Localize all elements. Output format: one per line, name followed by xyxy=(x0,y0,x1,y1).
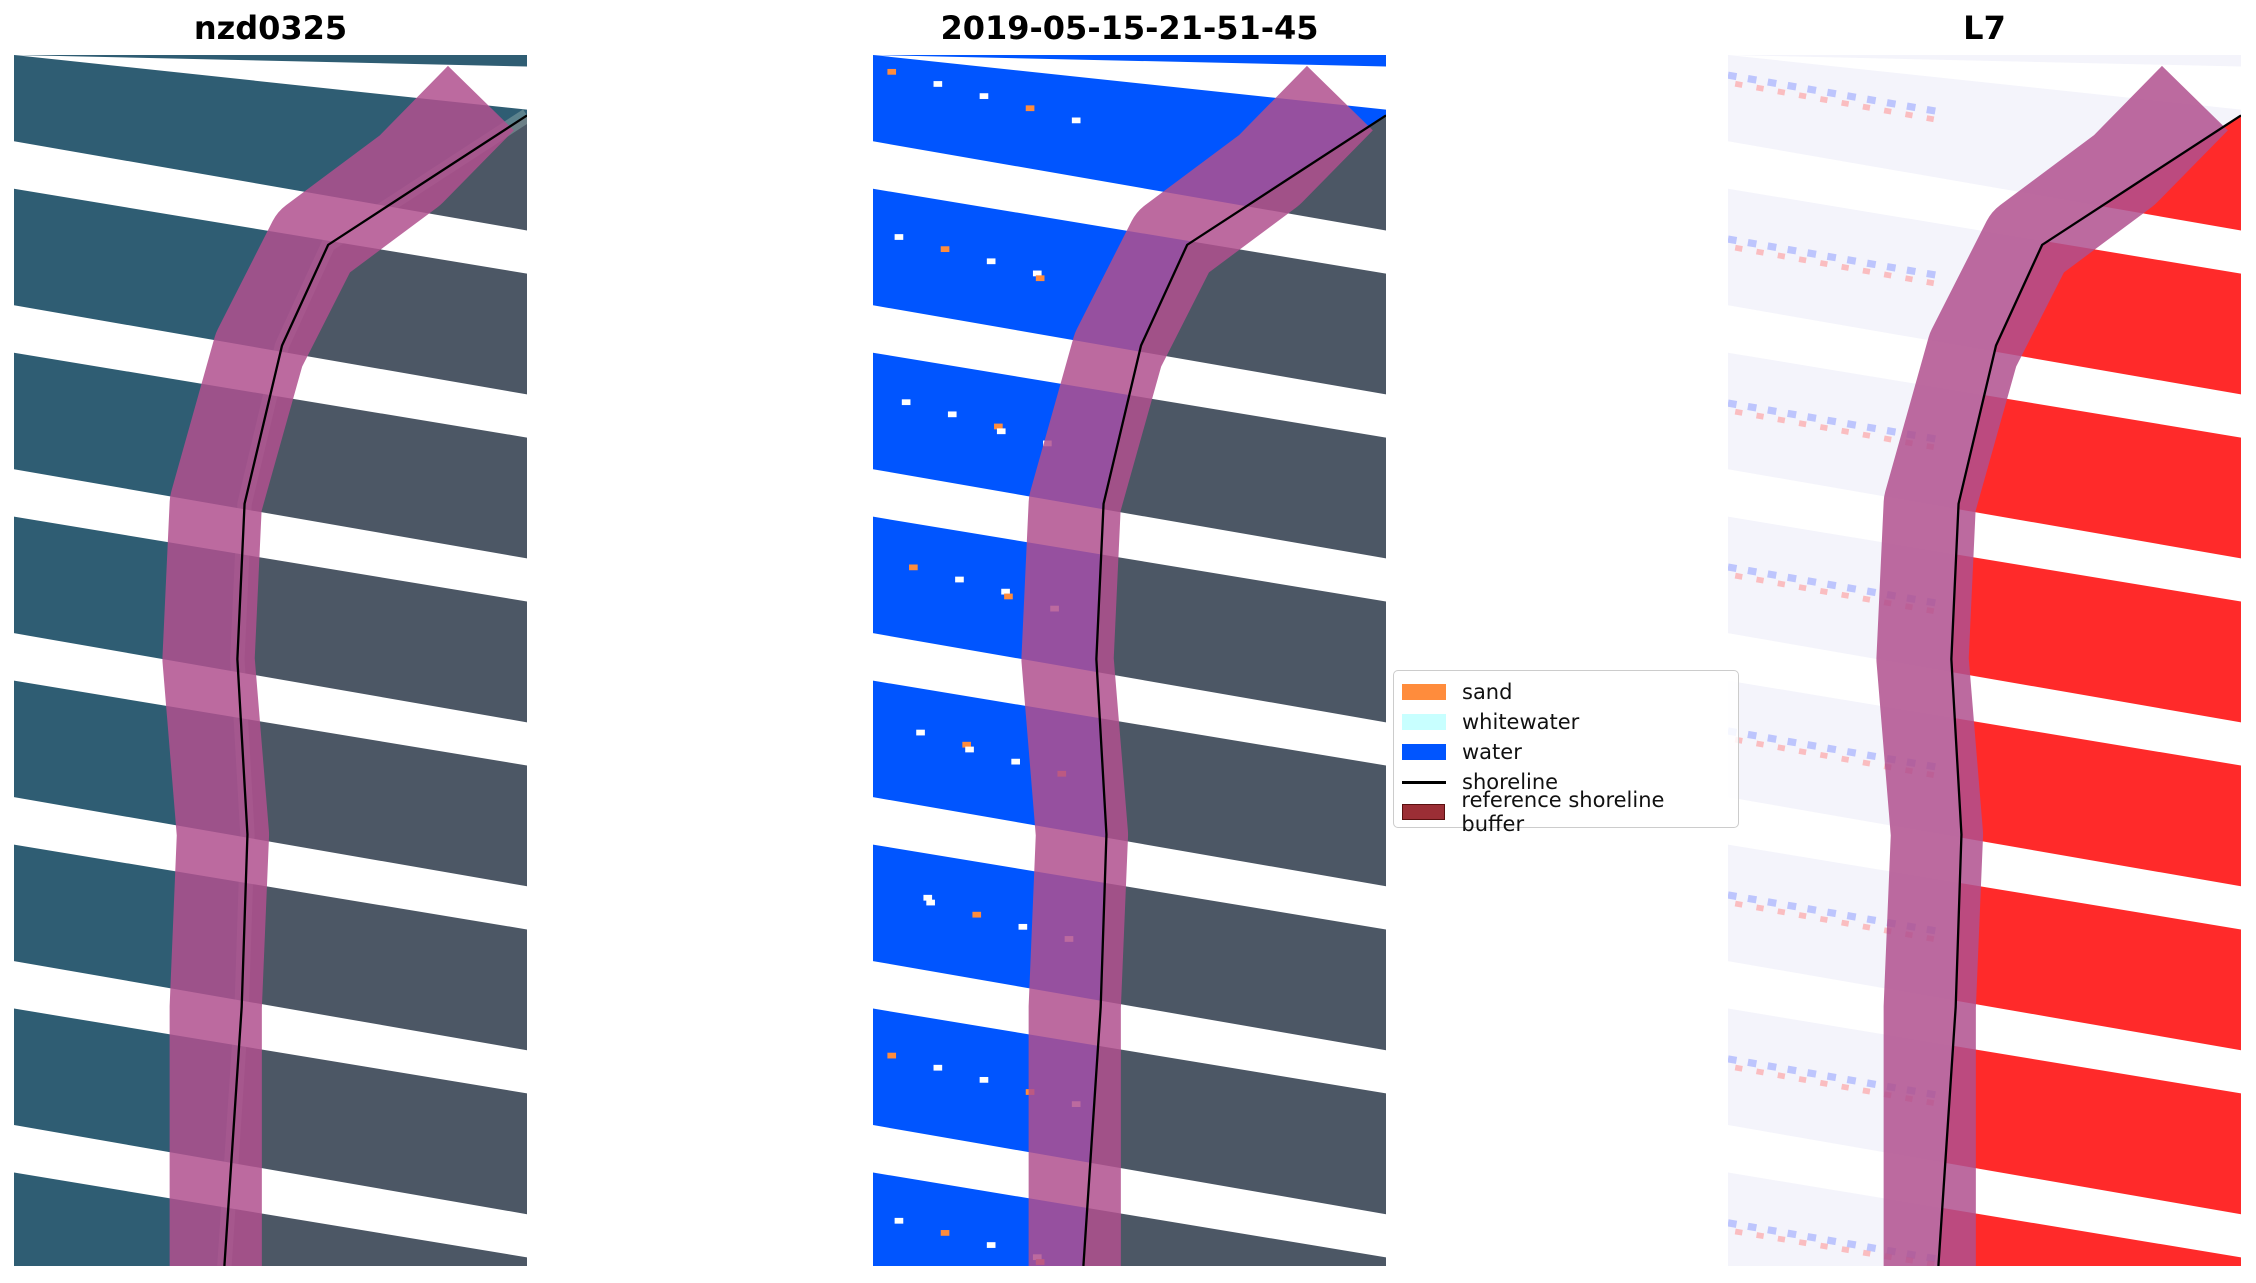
class-pixel xyxy=(1011,758,1020,765)
index-noise xyxy=(1728,71,1945,117)
panel-title-rgb: nzd0325 xyxy=(193,9,348,47)
legend-label: shoreline xyxy=(1462,770,1559,794)
water-swatch xyxy=(1402,744,1446,760)
legend-label: reference shoreline buffer xyxy=(1461,788,1665,836)
scan-line-gap xyxy=(1728,961,2241,1094)
panel-title-classified: 2019-05-15-21-51-45 xyxy=(940,9,1319,47)
class-pixel xyxy=(894,1217,904,1224)
class-pixel xyxy=(887,1052,897,1059)
class-pixel xyxy=(940,246,950,253)
class-pixel xyxy=(1004,593,1013,600)
shoreline-swatch xyxy=(1402,780,1446,784)
scan-line-gap xyxy=(1728,55,2241,110)
scan-line-gap xyxy=(873,141,1386,274)
scan-line-gap xyxy=(14,1125,527,1258)
whitewater-swatch xyxy=(1402,714,1446,730)
legend-item-whitewater: whitewater xyxy=(1402,707,1730,737)
class-pixel xyxy=(986,258,996,265)
class-pixel xyxy=(972,911,982,918)
scan-line-gap xyxy=(873,469,1386,602)
class-pixel xyxy=(962,741,971,748)
classified-image-panel xyxy=(873,55,1386,1266)
class-pixel xyxy=(955,576,964,583)
scan-line-gap xyxy=(1728,469,2241,602)
scan-line-gap xyxy=(14,961,527,1094)
scan-line-gap xyxy=(873,55,1386,110)
class-pixel xyxy=(1025,105,1035,112)
class-pixel xyxy=(894,234,904,240)
class-pixel xyxy=(926,899,935,906)
shoreline xyxy=(1937,114,2241,1266)
legend-item-buffer: reference shoreline buffer xyxy=(1402,788,1730,836)
class-pixel xyxy=(986,1242,996,1248)
legend: sand whitewater water shoreline referenc… xyxy=(1393,670,1739,836)
scan-line-gap xyxy=(14,141,527,274)
legend-item-sand: sand xyxy=(1402,677,1730,707)
legend-item-water: water xyxy=(1402,737,1730,767)
class-pixel xyxy=(923,894,933,901)
sand-swatch xyxy=(1402,684,1446,700)
buffer-swatch xyxy=(1402,804,1446,820)
scan-line-gap xyxy=(873,633,1386,766)
class-pixel xyxy=(909,564,918,571)
class-pixel xyxy=(965,746,974,753)
class-pixel xyxy=(947,411,957,418)
reference-shoreline-buffer xyxy=(1021,65,1373,1266)
index-noise xyxy=(1728,235,1945,281)
class-pixel xyxy=(996,428,1006,435)
legend-label: whitewater xyxy=(1462,710,1580,734)
panel-title-index: L7 xyxy=(1963,9,2006,47)
class-pixel xyxy=(901,399,911,406)
class-pixel xyxy=(979,93,989,99)
index-image-panel xyxy=(1728,55,2241,1266)
class-pixel xyxy=(916,729,925,736)
scan-line-gap xyxy=(14,55,527,110)
scan-line-gap xyxy=(873,797,1386,930)
class-pixel xyxy=(1071,117,1081,124)
rgb-image-panel xyxy=(14,55,527,1266)
scan-line-gap xyxy=(1728,633,2241,766)
legend-label: water xyxy=(1462,740,1522,764)
scan-line-gap xyxy=(14,469,527,602)
class-pixel xyxy=(1018,923,1028,930)
class-pixel xyxy=(979,1076,989,1083)
class-pixel xyxy=(1001,588,1010,595)
scan-line-gap xyxy=(1728,141,2241,274)
index-noise xyxy=(1734,244,1945,288)
legend-item-shoreline: shoreline xyxy=(1402,767,1730,797)
class-pixel xyxy=(1035,275,1045,282)
scan-line-gap xyxy=(873,961,1386,1094)
scan-line-gap xyxy=(873,1125,1386,1258)
shoreline xyxy=(223,114,527,1266)
class-pixel xyxy=(940,1230,950,1236)
class-pixel xyxy=(887,68,897,75)
class-pixel xyxy=(994,423,1003,430)
class-pixel xyxy=(933,1064,943,1071)
class-pixel xyxy=(1032,270,1042,277)
reference-shoreline-buffer xyxy=(162,65,514,1266)
scan-line-gap xyxy=(14,797,527,930)
scan-line-gap xyxy=(1728,1125,2241,1258)
scan-line-gap xyxy=(1728,797,2241,930)
reference-shoreline-buffer xyxy=(1876,65,2228,1266)
legend-label: sand xyxy=(1462,680,1513,704)
scan-line-gap xyxy=(14,633,527,766)
class-pixel xyxy=(933,81,943,87)
shoreline xyxy=(1082,114,1386,1266)
